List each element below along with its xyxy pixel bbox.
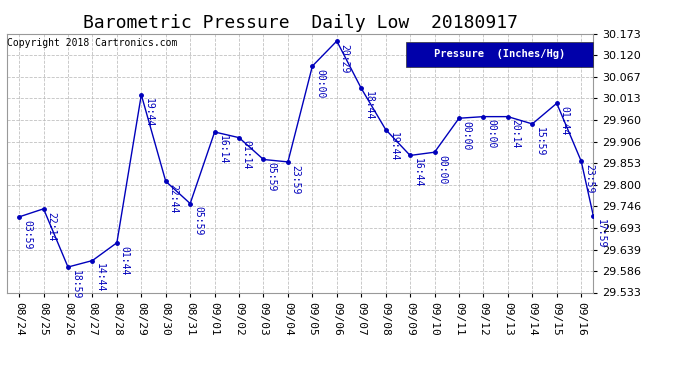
Text: 15:59: 15:59 — [535, 127, 545, 156]
Text: 20:29: 20:29 — [339, 44, 350, 73]
Text: Copyright 2018 Cartronics.com: Copyright 2018 Cartronics.com — [7, 38, 177, 48]
Text: 19:44: 19:44 — [144, 98, 154, 127]
Text: 01:44: 01:44 — [119, 246, 130, 275]
Text: 16:14: 16:14 — [217, 135, 228, 164]
Text: 00:00: 00:00 — [437, 155, 447, 184]
Text: 03:59: 03:59 — [22, 220, 32, 249]
Text: 00:00: 00:00 — [486, 119, 496, 149]
Text: 00:00: 00:00 — [462, 121, 472, 150]
Text: 14:44: 14:44 — [95, 263, 105, 293]
Text: 19:44: 19:44 — [388, 132, 398, 162]
Text: 05:59: 05:59 — [266, 162, 276, 192]
Text: 20:14: 20:14 — [511, 119, 521, 149]
Text: 16:44: 16:44 — [413, 158, 423, 188]
Title: Barometric Pressure  Daily Low  20180917: Barometric Pressure Daily Low 20180917 — [83, 14, 518, 32]
Text: 23:59: 23:59 — [290, 165, 301, 194]
Text: 18:44: 18:44 — [364, 91, 374, 120]
Text: 00:00: 00:00 — [315, 69, 325, 98]
Text: 01:14: 01:14 — [241, 140, 252, 170]
Text: 01:44: 01:44 — [560, 106, 569, 135]
Text: 17:59: 17:59 — [596, 219, 607, 248]
Text: 05:59: 05:59 — [193, 206, 203, 236]
Text: 22:14: 22:14 — [46, 211, 57, 241]
Text: 22:44: 22:44 — [168, 184, 179, 213]
Text: Pressure  (Inches/Hg): Pressure (Inches/Hg) — [434, 50, 565, 60]
Text: 23:59: 23:59 — [584, 164, 594, 193]
Text: 18:59: 18:59 — [71, 270, 81, 299]
FancyBboxPatch shape — [406, 42, 593, 68]
